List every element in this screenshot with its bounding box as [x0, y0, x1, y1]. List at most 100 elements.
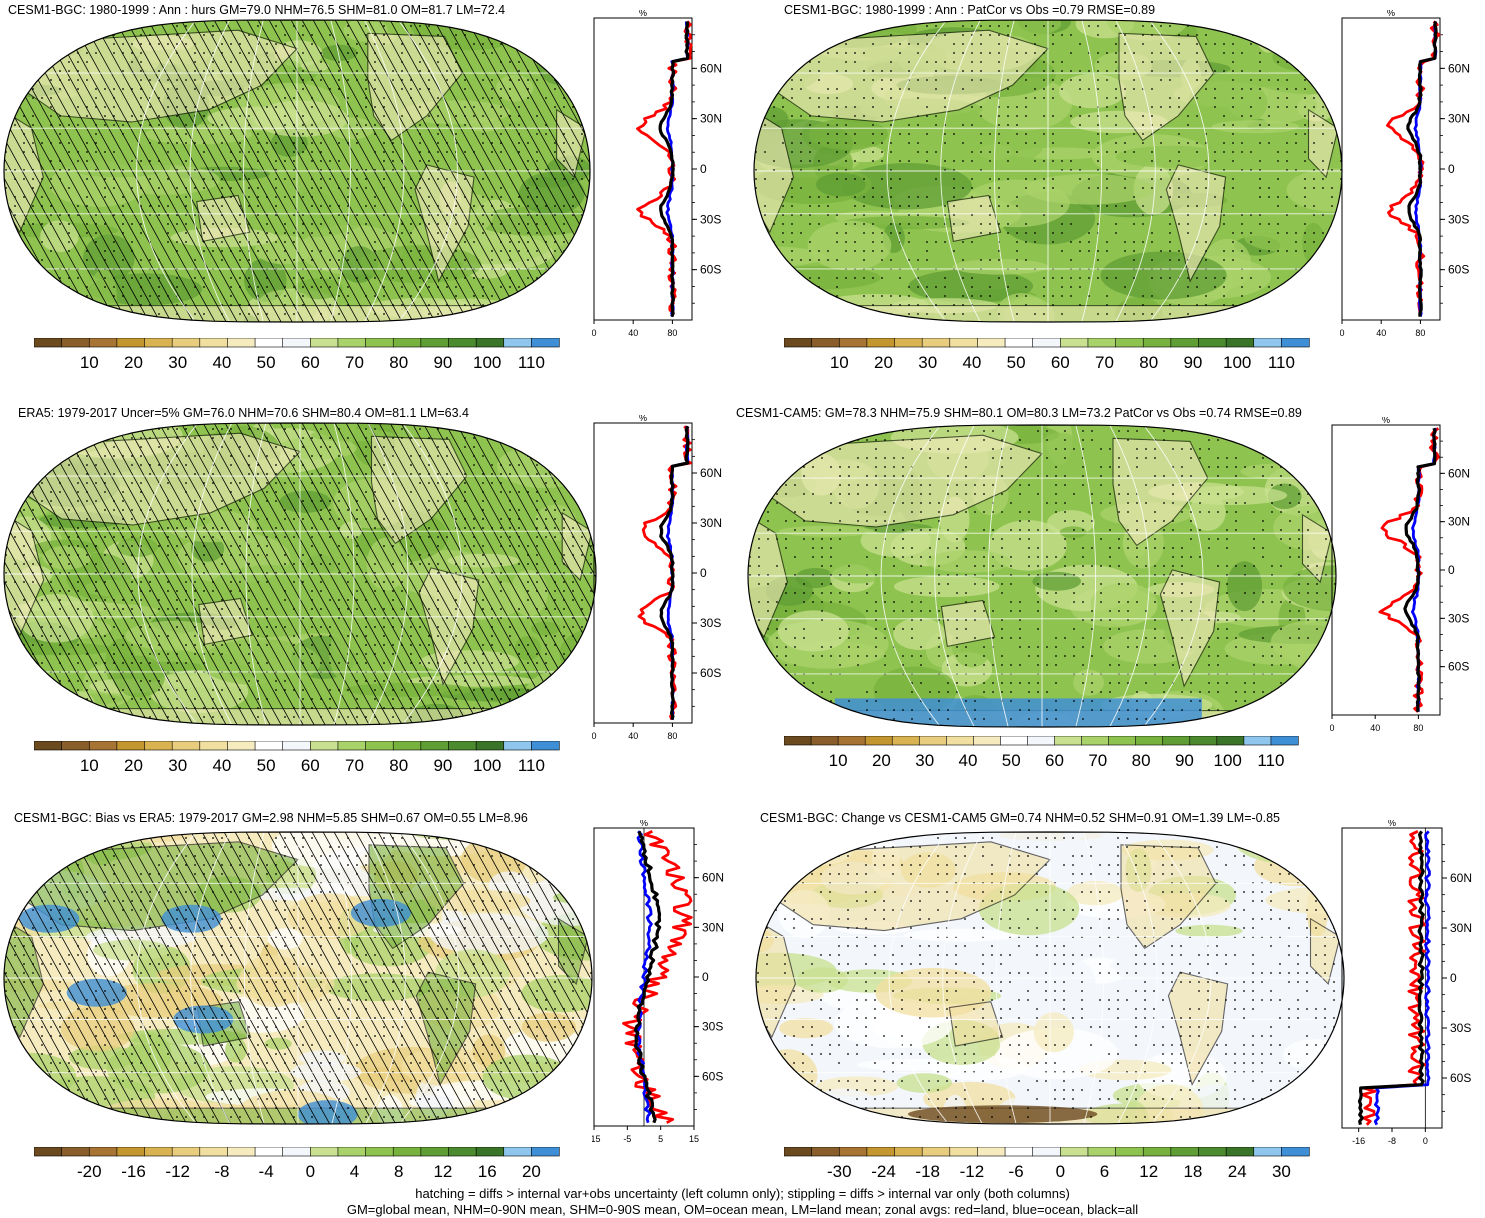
colorbar-tick-label: 110 [1268, 353, 1295, 372]
colorbar-swatch [420, 1147, 450, 1157]
field-patch [1133, 164, 1174, 215]
continent-outline [769, 434, 1044, 528]
colorbar-swatch [1253, 338, 1282, 348]
field-patch [1256, 1008, 1344, 1029]
colorbar-tick-label: 6 [1100, 1162, 1109, 1181]
field-patch [466, 117, 503, 132]
footer-line-1: hatching = diffs > internal var+obs unce… [415, 1186, 1070, 1201]
colorbar-swatch [1225, 1147, 1255, 1157]
colorbar-tick-label: 50 [257, 353, 276, 372]
field-patch [903, 928, 1019, 942]
colorbar-swatch [866, 1147, 896, 1157]
zonal-unit-label: % [639, 415, 647, 423]
robinson-map [3, 831, 593, 1125]
colorbar-swatch [282, 338, 311, 348]
zonal-lat-label: 30S [1450, 1021, 1471, 1035]
zonal-lat-label: 30S [1448, 611, 1469, 625]
zonal-mean-plot: % 60N 30N 0 30S 60S 0 40 80 [1330, 417, 1470, 733]
field-patch [264, 1037, 292, 1050]
zonal-lat-label: 30N [1450, 921, 1472, 935]
colorbar-tick-label: 30 [168, 353, 187, 372]
colorbar-swatch [838, 1147, 868, 1157]
continent-outline [196, 194, 251, 243]
colorbar: 10 20 30 40 50 60 70 80 90 100 110 [784, 338, 1310, 372]
field-patch [89, 273, 203, 306]
colorbar-swatch [1170, 338, 1200, 348]
zonal-unit-label: % [1382, 417, 1390, 425]
field-patch [816, 172, 866, 197]
field-patch [19, 904, 80, 933]
colorbar-tick-label: 30 [1272, 1162, 1291, 1181]
zonal-x-label: 40 [628, 731, 638, 741]
colorbar-swatch [1115, 1147, 1144, 1157]
colorbar-tick-label: 12 [433, 1162, 452, 1181]
colorbar-swatch [811, 1147, 840, 1157]
zonal-x-label: 80 [667, 328, 677, 338]
field-patch [66, 978, 127, 1007]
colorbar-swatch [337, 1147, 367, 1157]
zonal-series-land [622, 830, 693, 1124]
colorbar-tick-label: -16 [121, 1162, 146, 1181]
colorbar-swatch [1054, 736, 1083, 746]
graticule [756, 832, 1344, 1124]
map-border [753, 19, 1343, 323]
continent-outline [775, 29, 1050, 123]
graticule [754, 20, 1342, 322]
colorbar-tick-label: 30 [168, 756, 187, 775]
field-patch [994, 999, 1048, 1018]
colorbar-swatch [1135, 736, 1164, 746]
colorbar-tick-label: 100 [473, 756, 501, 775]
colorbar-swatch [392, 338, 422, 348]
field-patch [69, 1045, 137, 1070]
zonal-mean-plot: % 60N 30N 0 30S 60S 0 40 80 [592, 10, 722, 338]
colorbar-tick-label: 0 [1056, 1162, 1065, 1181]
field-patch [978, 832, 1084, 846]
field-patch [1282, 565, 1336, 612]
colorbar-swatch [531, 1147, 560, 1157]
colorbar-tick-label: 0 [306, 1162, 315, 1181]
field-patch [521, 1012, 576, 1042]
colorbar-tick-label: 70 [1095, 353, 1114, 372]
colorbar-swatch [448, 338, 477, 348]
zonal-x-label: 15 [689, 1134, 699, 1144]
zonal-lat-label: 30N [700, 516, 722, 530]
colorbar: 10 20 30 40 50 60 70 80 90 100 110 [34, 338, 560, 372]
colorbar-tick-label: 20 [522, 1162, 541, 1181]
field-patch [952, 259, 1049, 275]
colorbar-swatch [503, 1147, 532, 1157]
colorbar-tick-label: 10 [829, 751, 848, 770]
colorbar-swatch [784, 338, 813, 348]
field-patch [1024, 174, 1154, 205]
colorbar-swatch [365, 741, 394, 751]
field-patch [986, 20, 1062, 37]
zonal-lat-label: 0 [700, 566, 707, 580]
continent-outline [1167, 971, 1229, 1087]
colorbar-tick-label: 100 [1214, 751, 1242, 770]
field-patch [777, 610, 849, 652]
field-patch [1226, 561, 1263, 612]
field-patch [5, 680, 37, 699]
zonal-x-label: 40 [1376, 328, 1386, 338]
graticule [4, 832, 592, 1124]
field-patch [808, 1088, 880, 1124]
field-patch [41, 20, 95, 37]
zonal-lat-label: 30S [1448, 212, 1469, 226]
zonal-x-label: 40 [628, 328, 638, 338]
colorbar-swatch [811, 338, 840, 348]
robinson-map [755, 831, 1345, 1125]
colorbar-swatch [1087, 338, 1117, 348]
zonal-x-label: 80 [1415, 328, 1425, 338]
colorbar-tick-label: 110 [518, 353, 545, 372]
field-patch [495, 74, 534, 102]
zonal-mean-plot: % 60N 30N 0 30S 60S 0 40 80 [1340, 10, 1470, 338]
continent-outline [948, 1001, 1004, 1047]
colorbar-swatch [144, 1147, 173, 1157]
colorbar-swatch [784, 736, 812, 746]
map-border [3, 19, 591, 323]
zonal-lat-label: 30S [700, 212, 721, 226]
zonal-lat-label: 60S [1448, 660, 1469, 674]
field-patch [1240, 463, 1313, 480]
field-patch [1254, 846, 1341, 887]
zonal-series-all [658, 21, 690, 318]
field-patch [834, 698, 1202, 727]
